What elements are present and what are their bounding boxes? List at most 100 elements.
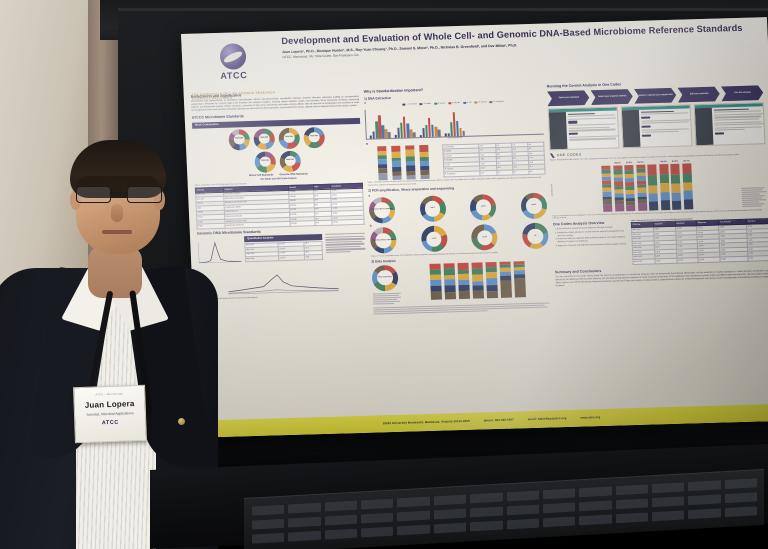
person-nose: [111, 204, 123, 222]
legend-label: P. aeruginosa: [493, 101, 504, 104]
legend-item: B. subtilis: [419, 103, 432, 106]
legend-item: E. coli: [462, 102, 472, 105]
stacked-bar: [499, 261, 513, 298]
workflow-step-2: Select your analysis method: [590, 89, 633, 105]
benchmark-bar-col: [601, 162, 613, 213]
stacked-bar: [471, 261, 485, 299]
benchmark-pct: 88.4%: [660, 160, 667, 163]
screenshot-button: [568, 121, 578, 124]
person-neck: [88, 246, 142, 298]
screenshot-button: [641, 125, 651, 129]
donut-center-label: MSA-1002: [286, 160, 295, 162]
research-poster: ATCC THE ESSENTIALS OF LIFE SCIENCE RESE…: [181, 17, 768, 438]
badge-top-line: ATCC • Microbiome: [95, 392, 124, 397]
ui-screenshot: [547, 106, 620, 151]
donut-chart: MSA-2003: [303, 126, 326, 149]
footer-phone: phone: 800.638.6597: [483, 417, 514, 422]
atcc-logo-block: ATCC THE ESSENTIALS OF LIFE SCIENCE RESE…: [189, 36, 277, 101]
legend-item: S. enterica: [474, 102, 487, 105]
stacked-bar: [485, 261, 499, 298]
ui-screenshot: [620, 104, 693, 149]
poster-column-left: Background and Significance Development …: [191, 87, 374, 422]
workflow-step-5: Run the analysis: [721, 85, 764, 101]
donut-center-label: Lab B: [481, 206, 486, 208]
donut-chart: Theoretical Mock Community: [369, 227, 397, 254]
glasses-bridge: [111, 192, 127, 194]
text-line: [373, 302, 395, 305]
stacked-bar: [390, 145, 402, 180]
donut-chart: MSA-2002: [278, 127, 301, 149]
text-line: [325, 248, 366, 251]
legend-label: B. subtilis: [423, 103, 432, 106]
donut-center-label: Lab A: [430, 207, 435, 209]
legend-label: E. faecalis: [452, 102, 461, 105]
pcr-donut-row-a: Theoretical Mock Community Lab A Lab B L…: [368, 192, 548, 224]
donut-center-label: MSA-1001: [261, 160, 270, 162]
size-distribution-chart: [199, 267, 368, 298]
donut-center-label: V4: [534, 235, 537, 237]
donut-center-label: V1-V3: [431, 238, 437, 240]
screenshot-button: [640, 116, 651, 120]
donut-chart: V4: [521, 222, 549, 250]
pcr-donut-row-b: Theoretical Mock Community V1-V3 V3-V4 V…: [369, 222, 549, 254]
text-line: [325, 251, 351, 254]
person-mouth: [102, 230, 132, 234]
stacked-bar: [513, 260, 527, 298]
glasses-lens-left: [76, 186, 111, 203]
legend-label: L. fermentum: [406, 103, 417, 106]
legend-item: E. faecalis: [448, 102, 460, 105]
genomic-dna-standards-label: Genomic DNA Standards: [279, 172, 308, 177]
benchmark-bar-col: 60.9%: [636, 161, 648, 212]
donut-chart: MSA-1002: [279, 150, 302, 172]
stacked-bar: [682, 163, 694, 210]
benchmark-chart: Abundance (%): [550, 158, 768, 214]
benchmark-pct: 60.7%: [683, 160, 690, 163]
donut-chart: Theoretical Mock Community: [368, 196, 396, 224]
donut-chart: Lab B: [469, 193, 497, 221]
badge-org: ATCC: [101, 419, 119, 427]
benchmark-pct: 63.2%: [671, 160, 679, 163]
workflow-step-3: Select or upload your sample data: [634, 87, 677, 103]
lapel-pin: [178, 418, 185, 425]
legend-label: S. aureus: [437, 102, 446, 105]
peak-chart: [197, 236, 242, 269]
donut-chart: MSA-1001: [254, 150, 277, 173]
footer-address: 10801 University Boulevard, Manassas, Vi…: [382, 418, 470, 425]
donut-chart: Mock Community: [371, 264, 399, 292]
table-quant: MSA-1000 2.1×10⁸ 98.4 MSA-1001 1.8×10⁸ 97.2 …: [244, 241, 323, 262]
donut-center-label: MSA-2002: [285, 137, 294, 139]
stacked-bar: [443, 262, 457, 300]
one-codex-mark-icon: [550, 153, 555, 158]
overview-list: Detect reference organisms by local alig…: [553, 226, 628, 248]
benchmark-bar-col: 86.6%: [613, 162, 625, 212]
stacked-bar: [404, 145, 416, 180]
screenshot-sidebar: [548, 112, 568, 150]
atcc-globe-icon: [219, 43, 247, 70]
poster-body: Background and Significance Development …: [184, 75, 768, 422]
ui-screenshot: [693, 102, 766, 147]
pipeline-stacked-bars: [404, 260, 551, 300]
donut-center-label: MSA-1000: [235, 138, 244, 140]
donut-center-label: MSA-2000: [260, 137, 269, 140]
benchmark-pct: [648, 161, 657, 164]
legend-label: E. coli: [466, 102, 472, 105]
bar-group: [419, 117, 441, 137]
stacked-bar: [659, 164, 671, 211]
screenshot-button: [714, 132, 724, 135]
whole-cell-standards-label: Whole Cell Standards: [248, 173, 274, 178]
donut-center-label: Lab C: [531, 204, 537, 207]
badge-name: Juan Lopera: [84, 399, 135, 410]
stacked-bar: [624, 165, 636, 212]
screenshot-button: [568, 132, 578, 136]
donut-center-label: Theoretical Mock Community: [372, 239, 395, 242]
benchmark-bar-col: 63.2%: [624, 162, 636, 212]
footer-email: email: SalesRep@atcc.org: [527, 415, 567, 421]
donut-chart: MSA-1000: [228, 128, 251, 151]
donut-chart: V1-V3: [420, 225, 448, 253]
donut-center-label: MSA-2003: [310, 136, 319, 138]
donut-chart: Lab C: [520, 192, 548, 220]
legend-item: P. aeruginosa: [489, 101, 504, 104]
legend-item: L. fermentum: [402, 103, 417, 107]
table-extraction-results: L. fermentum 2.8 3.9 1.7 3.0 B. subtilis 9.1 1…: [442, 141, 546, 177]
